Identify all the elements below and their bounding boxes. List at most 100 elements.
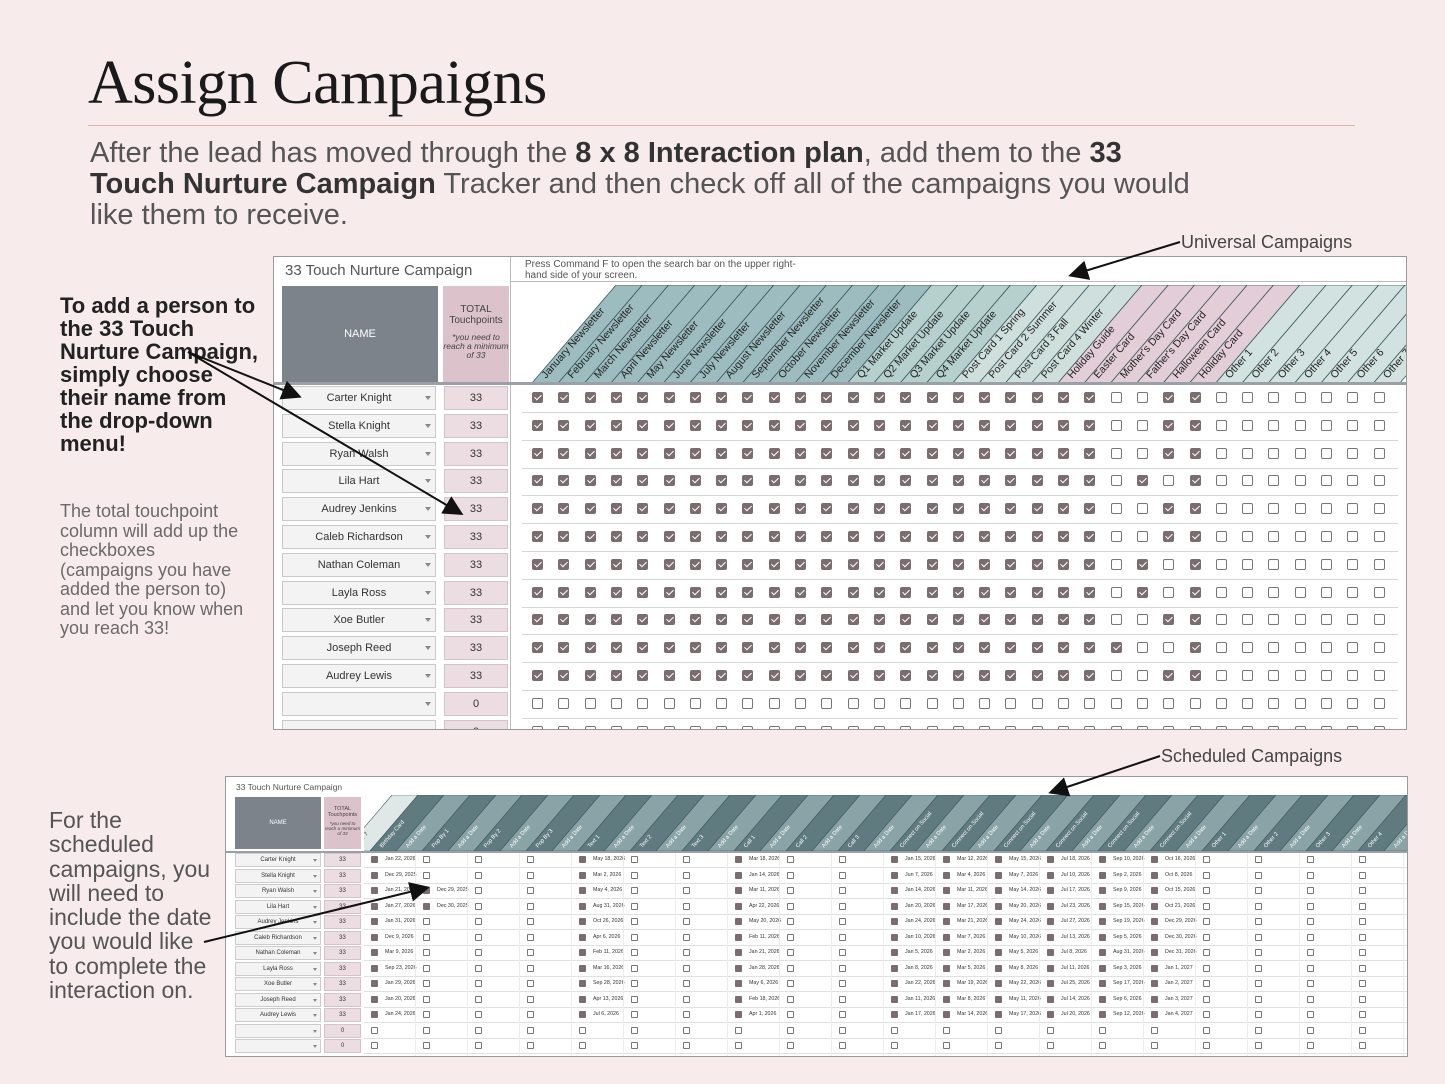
campaign-checkbox[interactable] — [1294, 419, 1306, 431]
campaign-checkbox[interactable] — [689, 642, 701, 654]
date-cell[interactable]: Jan 22, 2026 — [905, 980, 936, 986]
campaign-checkbox[interactable] — [1047, 949, 1054, 956]
campaign-checkbox[interactable] — [1268, 392, 1280, 403]
campaign-checkbox[interactable] — [689, 614, 701, 626]
campaign-checkbox[interactable] — [995, 902, 1002, 910]
campaign-checkbox[interactable] — [579, 871, 586, 879]
campaign-checkbox[interactable] — [735, 1011, 742, 1018]
campaign-checkbox[interactable] — [558, 419, 570, 431]
campaign-checkbox[interactable] — [1005, 419, 1017, 431]
campaign-checkbox[interactable] — [873, 642, 885, 654]
date-cell[interactable]: Sep 9, 2026 — [1113, 887, 1142, 893]
campaign-checkbox[interactable] — [683, 1026, 690, 1034]
name-dropdown[interactable]: Layla Ross — [282, 580, 436, 605]
campaign-checkbox[interactable] — [795, 558, 806, 570]
campaign-checkbox[interactable] — [1058, 725, 1069, 729]
campaign-checkbox[interactable] — [1215, 475, 1227, 487]
chevron-down-icon[interactable] — [313, 921, 317, 924]
campaign-checkbox[interactable] — [610, 642, 622, 654]
campaign-checkbox[interactable] — [1307, 933, 1314, 941]
campaign-checkbox[interactable] — [1359, 1011, 1366, 1018]
campaign-checkbox[interactable] — [584, 586, 596, 598]
campaign-checkbox[interactable] — [795, 503, 806, 515]
campaign-checkbox[interactable] — [716, 697, 728, 709]
campaign-checkbox[interactable] — [943, 887, 950, 894]
date-cell[interactable]: Mar 2, 2026 — [957, 949, 986, 955]
chevron-down-icon[interactable] — [313, 936, 317, 940]
campaign-checkbox[interactable] — [952, 419, 964, 431]
campaign-checkbox[interactable] — [1136, 586, 1148, 598]
campaign-checkbox[interactable] — [663, 531, 675, 542]
name-dropdown[interactable]: Xoe Butler — [282, 608, 436, 633]
campaign-checkbox[interactable] — [900, 392, 912, 403]
date-cell[interactable]: Mar 4, 2026 — [957, 871, 986, 878]
name-dropdown[interactable]: Joseph Reed — [235, 992, 321, 1007]
campaign-checkbox[interactable] — [423, 856, 430, 863]
campaign-checkbox[interactable] — [1242, 586, 1254, 598]
campaign-checkbox[interactable] — [716, 670, 728, 681]
campaign-checkbox[interactable] — [1268, 503, 1280, 515]
campaign-checkbox[interactable] — [683, 933, 690, 941]
campaign-checkbox[interactable] — [1203, 1011, 1210, 1018]
campaign-checkbox[interactable] — [1359, 964, 1366, 972]
campaign-checkbox[interactable] — [1005, 586, 1017, 598]
campaign-checkbox[interactable] — [716, 475, 728, 487]
campaign-checkbox[interactable] — [1203, 980, 1210, 987]
campaign-checkbox[interactable] — [1084, 503, 1096, 515]
campaign-checkbox[interactable] — [1347, 670, 1359, 681]
date-cell[interactable]: Jan 5, 2026 — [905, 949, 933, 955]
campaign-checkbox[interactable] — [1099, 1011, 1106, 1018]
campaign-checkbox[interactable] — [821, 670, 833, 681]
name-dropdown[interactable]: Ryan Walsh — [235, 884, 321, 898]
campaign-checkbox[interactable] — [1307, 949, 1314, 956]
campaign-checkbox[interactable] — [735, 902, 742, 910]
campaign-checkbox[interactable] — [1215, 392, 1227, 403]
campaign-checkbox[interactable] — [900, 475, 912, 487]
campaign-checkbox[interactable] — [742, 419, 754, 431]
campaign-checkbox[interactable] — [527, 1042, 534, 1049]
campaign-checkbox[interactable] — [995, 964, 1002, 972]
date-cell[interactable]: Jan 31, 2026 — [385, 918, 416, 924]
campaign-checkbox[interactable] — [943, 995, 950, 1003]
campaign-checkbox[interactable] — [558, 503, 570, 515]
campaign-checkbox[interactable] — [795, 419, 806, 431]
date-cell[interactable]: Jul 23, 2026 — [1061, 902, 1090, 909]
campaign-checkbox[interactable] — [1047, 1026, 1054, 1034]
campaign-checkbox[interactable] — [1151, 964, 1158, 972]
campaign-checkbox[interactable] — [926, 531, 938, 542]
campaign-checkbox[interactable] — [1294, 531, 1306, 542]
campaign-checkbox[interactable] — [995, 918, 1002, 925]
campaign-checkbox[interactable] — [821, 419, 833, 431]
campaign-checkbox[interactable] — [423, 949, 430, 956]
name-dropdown[interactable]: Joseph Reed — [282, 636, 436, 661]
name-dropdown[interactable]: Caleb Richardson — [235, 930, 321, 945]
campaign-checkbox[interactable] — [689, 586, 701, 598]
campaign-checkbox[interactable] — [1084, 558, 1096, 570]
campaign-checkbox[interactable] — [926, 503, 938, 515]
campaign-checkbox[interactable] — [475, 1042, 482, 1049]
campaign-checkbox[interactable] — [926, 697, 938, 709]
chevron-down-icon[interactable] — [313, 874, 317, 878]
campaign-checkbox[interactable] — [1255, 980, 1262, 987]
campaign-checkbox[interactable] — [1005, 475, 1017, 487]
campaign-checkbox[interactable] — [631, 933, 638, 941]
campaign-checkbox[interactable] — [1189, 614, 1201, 626]
campaign-checkbox[interactable] — [475, 918, 482, 925]
campaign-checkbox[interactable] — [943, 933, 950, 941]
campaign-checkbox[interactable] — [1047, 902, 1054, 910]
campaign-checkbox[interactable] — [610, 725, 622, 729]
campaign-checkbox[interactable] — [926, 558, 938, 570]
date-cell[interactable]: May 22, 2026 — [1009, 980, 1042, 986]
campaign-checkbox[interactable] — [742, 475, 754, 487]
campaign-checkbox[interactable] — [768, 447, 780, 459]
campaign-checkbox[interactable] — [558, 531, 570, 542]
campaign-checkbox[interactable] — [1268, 725, 1280, 729]
campaign-checkbox[interactable] — [637, 642, 649, 654]
chevron-down-icon[interactable] — [313, 890, 317, 893]
campaign-checkbox[interactable] — [558, 586, 570, 598]
campaign-checkbox[interactable] — [1268, 586, 1280, 598]
campaign-checkbox[interactable] — [1151, 1011, 1158, 1018]
campaign-checkbox[interactable] — [1005, 503, 1017, 515]
campaign-checkbox[interactable] — [1242, 447, 1254, 459]
campaign-checkbox[interactable] — [735, 1042, 742, 1049]
